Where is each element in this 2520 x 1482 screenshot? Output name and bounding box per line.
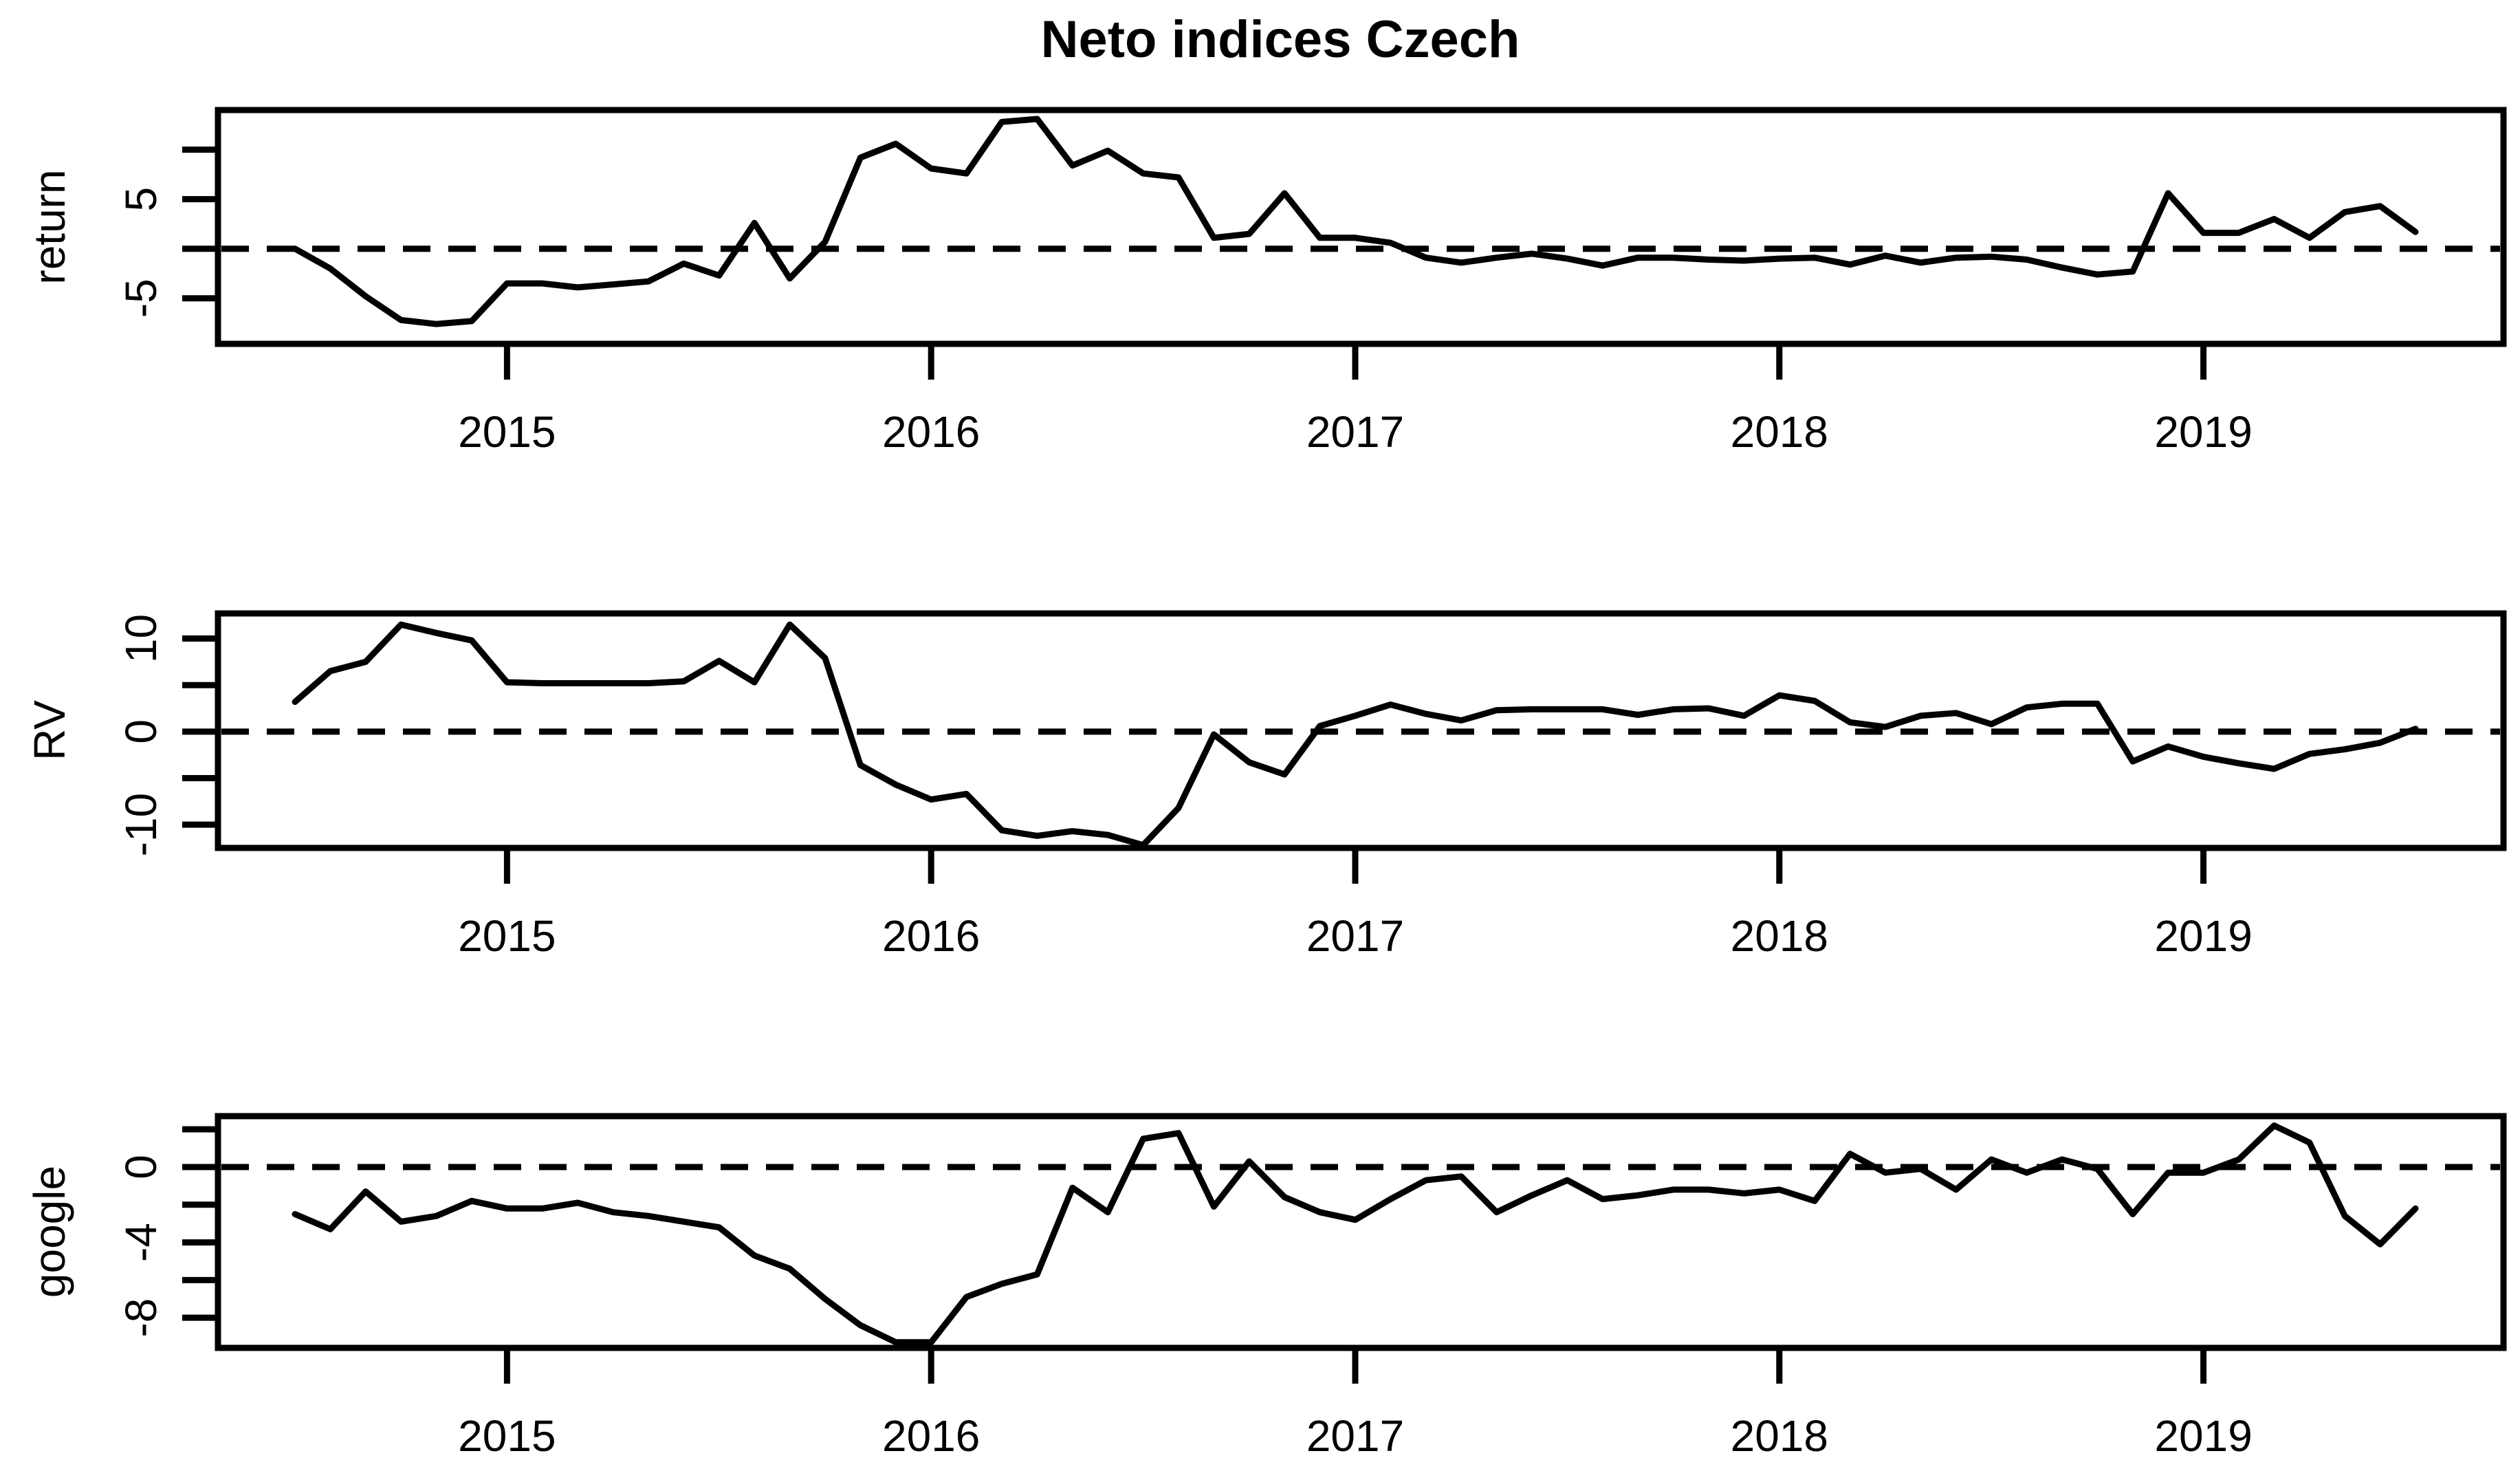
y-axis-title-rv: RV [25, 700, 74, 761]
rv-x-tick-label: 2018 [1731, 911, 1828, 961]
panel-google: 0 -4 -8 2015 2016 2017 2018 2019 [116, 1113, 2507, 1461]
return-y-tick-label: -5 [116, 279, 166, 318]
panel-return: 5 -5 2015 2016 2017 2018 2019 [116, 107, 2507, 457]
y-axis-title-return: return [25, 169, 74, 285]
rv-x-tick-label: 2017 [1306, 911, 1404, 961]
rv-x-tick-label: 2015 [458, 911, 556, 961]
return-x-tick-label: 2019 [2154, 407, 2252, 457]
google-x-tick-label: 2019 [2154, 1411, 2252, 1461]
return-x-tick-label: 2016 [882, 407, 980, 457]
google-x-tick-label: 2017 [1306, 1411, 1404, 1461]
panel-rv: 10 0 -10 2015 2016 2017 2018 2019 [116, 610, 2507, 961]
rv-y-tick-label: 10 [116, 614, 166, 663]
return-x-tick-label: 2015 [458, 407, 556, 457]
google-plot-box [215, 1113, 2507, 1351]
rv-series-line [292, 621, 2419, 849]
google-y-tick-label: -4 [116, 1223, 166, 1262]
google-y-tick-label: -8 [116, 1298, 166, 1338]
rv-x-tick-label: 2016 [882, 911, 980, 961]
return-series-line [292, 116, 2419, 327]
rv-x-tick-label: 2019 [2154, 911, 2252, 961]
rv-y-tick-label: 0 [116, 719, 166, 744]
return-x-tick-label: 2017 [1306, 407, 1404, 457]
rv-y-tick-label: -10 [116, 793, 166, 857]
google-x-tick-label: 2015 [458, 1411, 556, 1461]
google-y-tick-label: 0 [116, 1155, 166, 1179]
chart-title: Neto indices Czech [1040, 10, 1520, 69]
return-y-tick-label: 5 [116, 187, 166, 212]
return-plot-box [215, 107, 2507, 347]
y-axis-title-google: google [25, 1165, 74, 1298]
google-x-tick-label: 2016 [882, 1411, 980, 1461]
google-series-line [292, 1122, 2419, 1346]
google-x-tick-label: 2018 [1731, 1411, 1828, 1461]
return-x-tick-label: 2018 [1731, 407, 1828, 457]
